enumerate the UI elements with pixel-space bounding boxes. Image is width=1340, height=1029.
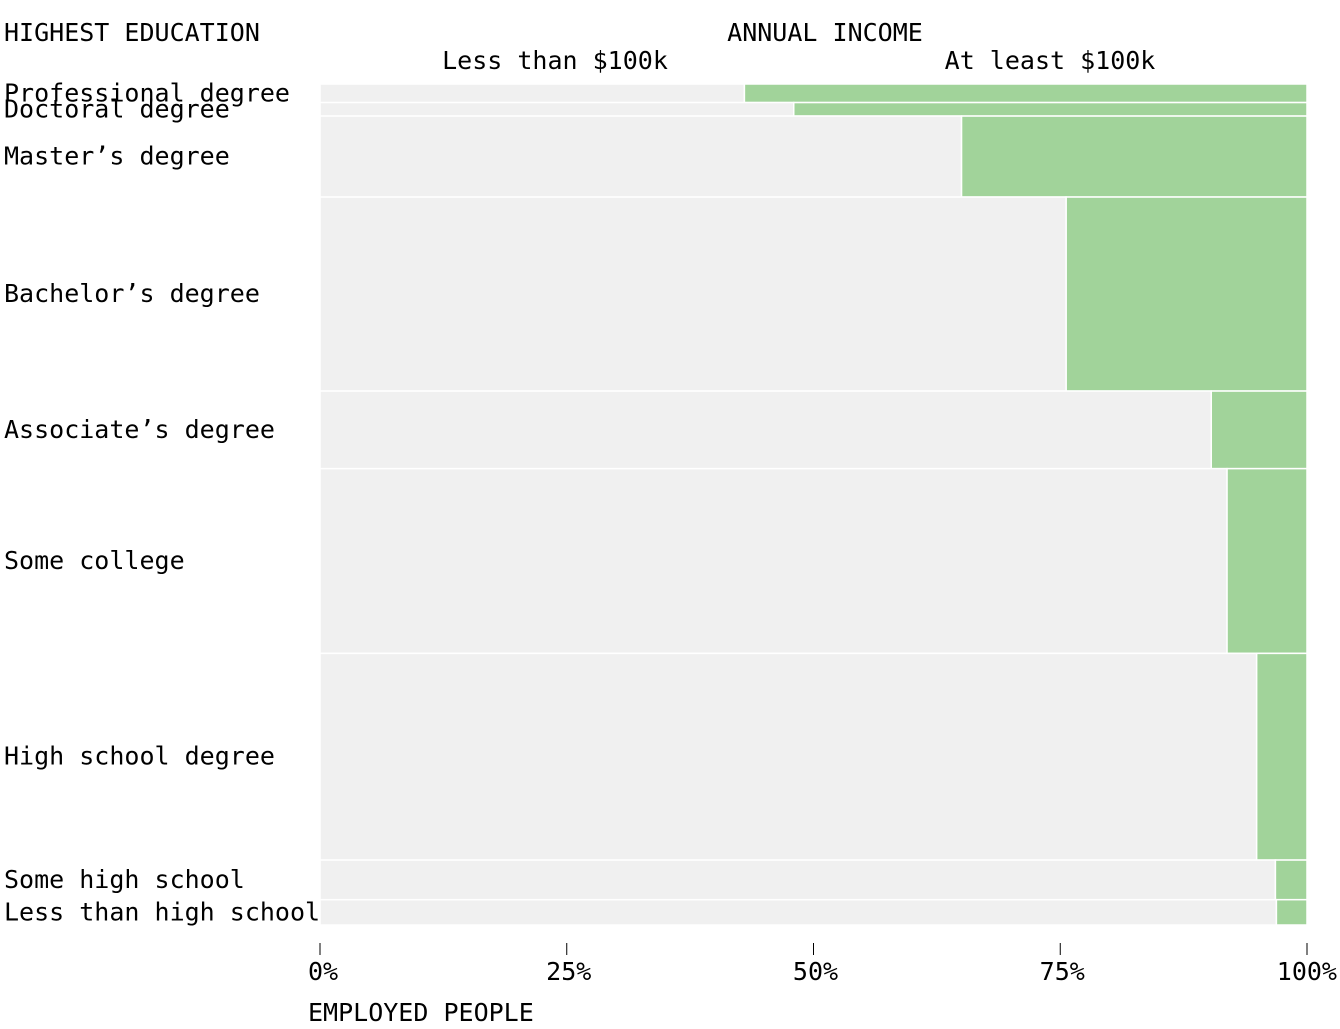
row-label-doctoral-degree: Doctoral degree bbox=[4, 94, 230, 123]
bar-at-least-100k-professional-degree bbox=[743, 83, 1308, 104]
row-label-some-high-school: Some high school bbox=[4, 865, 245, 894]
bar-at-least-100k-bachelor-s-degree bbox=[1065, 196, 1308, 392]
bar-less-than-100k-professional-degree bbox=[319, 83, 746, 104]
bar-area bbox=[319, 83, 1308, 926]
bar-at-least-100k-less-than-high-school bbox=[1275, 898, 1308, 926]
x-tick-label: 100% bbox=[1277, 957, 1337, 986]
x-axis: 0% 25% 50% 75% 100% bbox=[308, 943, 1337, 986]
bar-less-than-100k-associate-s-degree bbox=[319, 390, 1213, 470]
bar-at-least-100k-master-s-degree bbox=[960, 115, 1308, 198]
row-label-master-s-degree: Master’s degree bbox=[4, 142, 230, 171]
x-tick-label: 0% bbox=[308, 957, 338, 986]
bar-less-than-100k-high-school-degree bbox=[319, 652, 1258, 861]
x-tick-label: 25% bbox=[546, 957, 591, 986]
row-label-high-school-degree: High school degree bbox=[4, 742, 275, 771]
legend-label-less-than-100k: Less than $100k bbox=[442, 46, 668, 75]
row-label-bachelor-s-degree: Bachelor’s degree bbox=[4, 279, 260, 308]
bar-at-least-100k-some-college bbox=[1226, 467, 1308, 655]
column-group-title: ANNUAL INCOME bbox=[727, 18, 923, 47]
y-axis-title: HIGHEST EDUCATION bbox=[4, 18, 260, 47]
bar-less-than-100k-master-s-degree bbox=[319, 115, 963, 198]
bar-less-than-100k-some-high-school bbox=[319, 859, 1277, 901]
legend-label-at-least-100k: At least $100k bbox=[945, 46, 1156, 75]
row-label-professional-degree: Professional degree bbox=[4, 78, 290, 107]
row-label-less-than-high-school: Less than high school bbox=[4, 897, 320, 926]
bar-less-than-100k-bachelor-s-degree bbox=[319, 196, 1067, 392]
bar-less-than-100k-some-college bbox=[319, 467, 1228, 655]
bar-less-than-100k-doctoral-degree bbox=[319, 101, 795, 117]
row-label-associate-s-degree: Associate’s degree bbox=[4, 415, 275, 444]
x-axis-title: EMPLOYED PEOPLE bbox=[308, 998, 534, 1027]
x-tick-label: 50% bbox=[793, 957, 838, 986]
bar-at-least-100k-high-school-degree bbox=[1255, 652, 1308, 861]
x-tick-label: 75% bbox=[1040, 957, 1085, 986]
bar-less-than-100k-less-than-high-school bbox=[319, 898, 1278, 926]
bar-at-least-100k-associate-s-degree bbox=[1210, 390, 1308, 470]
row-label-some-college: Some college bbox=[4, 546, 185, 575]
bar-at-least-100k-doctoral-degree bbox=[793, 101, 1308, 117]
bar-at-least-100k-some-high-school bbox=[1274, 859, 1308, 901]
